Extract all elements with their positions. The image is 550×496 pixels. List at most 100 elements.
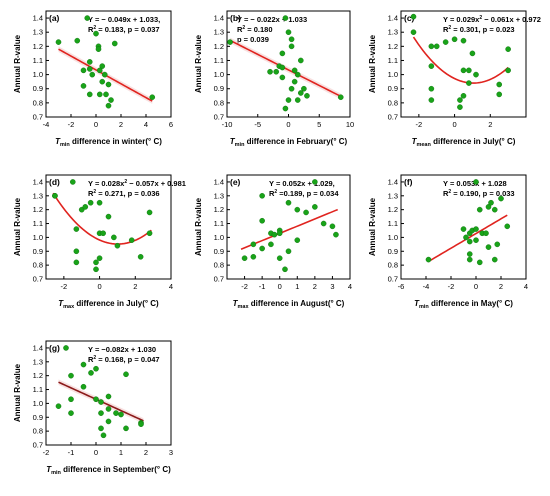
data-point <box>312 204 318 210</box>
y-tick-label: 1.2 <box>388 42 398 51</box>
data-point <box>476 259 483 266</box>
panel-label: (e) <box>230 177 241 187</box>
data-point <box>88 370 94 376</box>
regression-text-part: = 0.301, p = 0.023 <box>451 25 514 34</box>
data-point <box>93 365 99 372</box>
data-point <box>82 204 89 210</box>
x-axis-title-rest: difference in September(° C) <box>61 465 171 474</box>
x-tick-label: -2 <box>448 282 455 291</box>
y-tick-label: 0.8 <box>214 261 224 270</box>
y-tick-label: 1.1 <box>388 56 398 65</box>
data-point <box>74 37 81 44</box>
data-point <box>108 97 114 103</box>
x-tick-label: -2 <box>68 120 75 129</box>
data-point <box>282 15 289 21</box>
panel-label: (g) <box>49 343 60 353</box>
data-point <box>505 67 511 74</box>
y-tick-label: 0.8 <box>33 427 43 436</box>
x-axis-title-sub: min <box>51 470 61 476</box>
data-point <box>137 254 144 260</box>
x-axis-title-sub: min <box>235 142 245 148</box>
data-point <box>457 104 463 110</box>
y-tick-label: 1.3 <box>388 191 398 200</box>
data-point <box>111 234 117 241</box>
data-point <box>466 80 472 86</box>
x-axis-title-sub: max <box>238 304 250 310</box>
data-point <box>69 179 76 185</box>
x-tick-label: 1 <box>295 282 299 291</box>
data-point <box>282 266 288 273</box>
regression-text-part: = 0.271, p = 0.036 <box>96 189 159 198</box>
regression-text: p = 0.039 <box>237 35 269 44</box>
x-axis-title-var: T <box>230 137 236 146</box>
data-point <box>288 36 295 43</box>
data-point <box>55 39 62 45</box>
chart-panel: 0.7 0.8 0.9 1.0 1.1 1.2 1.3 1.4 -2 -1 0 1 2 3 Annual R… <box>13 340 173 476</box>
plot-frame <box>45 340 172 446</box>
x-tick-label: 5 <box>317 120 321 129</box>
x-tick-label: 2 <box>133 282 137 291</box>
x-axis-title: Tmin difference in May(° C) <box>414 299 513 310</box>
data-point <box>93 30 99 37</box>
data-point <box>80 361 87 368</box>
x-tick-label: 4 <box>169 282 173 291</box>
data-point <box>95 46 102 52</box>
data-point <box>149 94 156 101</box>
y-tick-label: 0.7 <box>388 275 398 284</box>
regression-text-part: R <box>237 25 243 34</box>
panel-label: (d) <box>49 177 60 187</box>
x-tick-label: -4 <box>423 282 430 291</box>
data-point <box>496 91 503 98</box>
data-point <box>466 67 472 74</box>
data-point <box>285 199 292 206</box>
data-point <box>297 57 304 64</box>
regression-text-part: R <box>443 189 449 198</box>
data-point <box>504 223 511 230</box>
y-tick-label: 1.0 <box>33 233 43 242</box>
data-point <box>105 418 112 425</box>
x-tick-label: 0 <box>452 120 456 129</box>
y-tick-label: 1.4 <box>33 177 43 186</box>
regression-text: R2 = 0.183, p = 0.037 <box>88 25 160 34</box>
data-point <box>476 206 483 213</box>
chart-panel: 0.7 0.8 0.9 1.0 1.1 1.2 1.3 1.4 -2 0 2 Annual R-val… <box>368 10 541 148</box>
x-axis-title-var: T <box>55 137 61 146</box>
x-tick-label: 0 <box>94 120 98 129</box>
data-point <box>103 91 109 98</box>
data-point <box>485 244 492 250</box>
data-point <box>473 71 479 78</box>
x-axis-title-rest: difference in July(° C) <box>431 137 516 146</box>
data-point <box>285 248 292 255</box>
data-point <box>428 85 435 92</box>
data-point <box>273 68 280 75</box>
data-point <box>288 43 295 50</box>
y-tick-label: 1.2 <box>388 205 398 214</box>
data-point <box>93 259 99 266</box>
chart-panel: 0.7 0.8 0.9 1.0 1.1 1.2 1.3 1.4 -4 -2 0 2 4 6 Annual R… <box>13 10 173 148</box>
x-tick-label: 0 <box>97 282 101 291</box>
chart-panel: 0.7 0.8 0.9 1.0 1.1 1.2 1.3 1.4 -2 -1 0 1 2 3 4 Annual … <box>194 174 352 310</box>
data-point <box>87 199 94 206</box>
y-tick-label: 0.8 <box>214 98 224 107</box>
data-point <box>301 85 307 92</box>
x-tick-label: -10 <box>222 120 233 129</box>
regression-text-sup: 2 <box>479 15 482 21</box>
plot-frame <box>45 174 172 280</box>
regression-text-part: Y = 0.029x <box>443 15 480 24</box>
data-point <box>312 179 318 185</box>
data-point <box>128 237 135 243</box>
data-point <box>433 43 440 50</box>
data-point <box>276 255 283 262</box>
plot-frame <box>226 174 351 280</box>
data-point <box>118 411 124 418</box>
chart-panel: 0.7 0.8 0.9 1.0 1.1 1.2 1.3 1.4 -2 0 2 4 Annual R-va… <box>13 174 186 310</box>
y-tick-label: 0.9 <box>33 84 43 93</box>
data-point <box>99 78 106 85</box>
y-axis-title: Annual R-value <box>194 197 203 256</box>
data-point <box>250 241 257 248</box>
data-point <box>146 230 153 237</box>
y-tick-label: 1.1 <box>388 219 398 228</box>
data-point <box>86 91 93 98</box>
regression-text-part: Y = 0.028x <box>88 179 125 188</box>
data-point <box>285 29 292 36</box>
